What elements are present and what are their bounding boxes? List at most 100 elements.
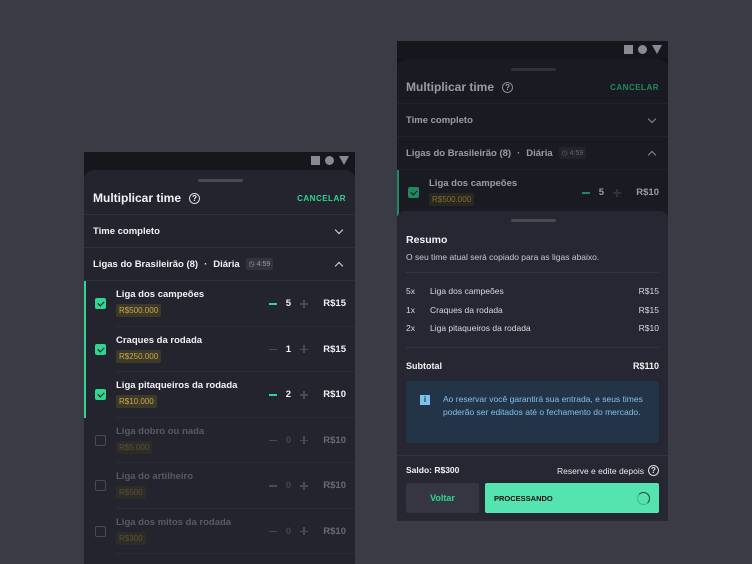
summary-item: 5x Liga dos campeões R$15: [406, 282, 659, 301]
league-row[interactable]: Liga pitaqueiros da rodada R$10.000 2 R$1…: [84, 372, 355, 418]
league-name: Liga do artilheiro: [116, 471, 194, 483]
league-name: Liga dos mitos da rodada: [116, 516, 232, 528]
chevron-down-icon: [334, 225, 344, 234]
league-price: R$10: [323, 389, 346, 401]
chevron-up-icon: [334, 261, 344, 270]
timer-value: 4:59: [256, 261, 271, 268]
item-qty: 2x: [406, 323, 415, 334]
league-name: Craques da rodada: [116, 334, 203, 346]
drag-handle[interactable]: [510, 219, 556, 222]
prize-badge: R$500: [116, 486, 146, 500]
period-label: Diária: [213, 258, 240, 270]
league-price: R$15: [323, 298, 346, 310]
plus-button[interactable]: [300, 527, 308, 536]
minus-icon: [581, 192, 590, 194]
checkbox[interactable]: [95, 298, 106, 310]
info-box: i Ao reservar você garantirá sua entrada,…: [406, 380, 659, 443]
prize-badge: R$5.000: [116, 440, 153, 454]
section-label: Time completo: [406, 114, 473, 126]
minus-button[interactable]: [268, 439, 277, 441]
league-row[interactable]: Liga dobro ou nada R$5.000 0 R$10: [84, 418, 355, 463]
quantity: 0: [285, 480, 291, 492]
section-ligas[interactable]: Ligas do Brasileirão (8) · Diária ◷ 4:59: [84, 248, 355, 281]
circle-icon: [638, 45, 647, 54]
plus-button[interactable]: [300, 481, 308, 490]
league-name: Liga dobro ou nada: [116, 425, 205, 437]
square-icon: [311, 156, 320, 165]
summary-description: O seu time atual será copiado para as li…: [406, 252, 659, 273]
summary-item: 1x Craques da rodada R$15: [406, 301, 659, 320]
section-ligas: Ligas do Brasileirão (8) · Diária ◷ 4:59: [397, 137, 668, 170]
league-name: Liga dos campeões: [429, 178, 518, 190]
help-icon: ?: [502, 81, 514, 93]
status-bar: [84, 152, 355, 170]
section-time-completo[interactable]: Time completo: [84, 215, 355, 248]
item-qty: 1x: [406, 304, 415, 315]
checkbox[interactable]: [95, 434, 106, 446]
summary-item: 2x Liga pitaqueiros da rodada R$10: [406, 319, 659, 338]
multiply-sheet: Multiplicar time? CANCELAR Time completo …: [84, 170, 355, 564]
prize-badge: R$250.000: [116, 349, 162, 363]
prize-badge: R$500.000: [429, 193, 475, 207]
subtotal-label: Subtotal: [406, 360, 442, 371]
drag-handle[interactable]: [197, 179, 243, 182]
minus-button[interactable]: [268, 348, 277, 350]
plus-button[interactable]: [300, 299, 308, 308]
quantity: 0: [285, 525, 291, 537]
league-row[interactable]: Craques da rodada R$250.000 1 R$15: [84, 326, 355, 372]
league-row[interactable]: Liga dos mitos da rodada R$300 0 R$10: [84, 509, 355, 554]
plus-button[interactable]: [300, 436, 308, 445]
league-row[interactable]: Liga do artilheiro R$500 0 R$10: [84, 463, 355, 509]
reserve-link[interactable]: Reserve e edite depois?: [557, 465, 659, 476]
phone-left: Multiplicar time? CANCELAR Time completo …: [84, 152, 355, 564]
balance: Saldo: R$300: [406, 465, 460, 475]
checkbox[interactable]: [95, 343, 106, 355]
quantity: 0: [285, 434, 291, 446]
league-name: Liga pitaqueiros da rodada: [116, 380, 238, 392]
league-group-label: Ligas do Brasileirão (8): [406, 147, 512, 159]
minus-button[interactable]: [268, 530, 277, 532]
plus-button[interactable]: [300, 390, 308, 399]
status-bar: [397, 41, 668, 59]
back-button[interactable]: Voltar: [406, 483, 479, 513]
plus-button[interactable]: [300, 345, 308, 354]
info-text: Ao reservar você garantirá sua entrada, …: [443, 393, 643, 417]
checkbox[interactable]: [95, 525, 106, 537]
item-qty: 5x: [406, 286, 415, 297]
triangle-icon: [652, 45, 662, 54]
prize-badge: R$500.000: [116, 304, 162, 318]
checkbox[interactable]: [95, 480, 106, 492]
quantity: 5: [598, 187, 604, 199]
section-label: Time completo: [93, 225, 160, 237]
chevron-up-icon: [647, 150, 657, 159]
league-row: Liga dos campeões R$500.000 5 R$10: [397, 170, 668, 216]
item-price: R$15: [638, 286, 659, 297]
item-price: R$15: [638, 304, 659, 315]
summary-title: Resumo: [406, 234, 448, 246]
sheet-title: Multiplicar time: [406, 80, 495, 94]
item-name: Craques da rodada: [430, 304, 503, 315]
minus-button[interactable]: [268, 394, 277, 396]
reserve-label: Reserve e edite depois: [557, 465, 644, 476]
info-icon: i: [420, 394, 430, 405]
square-icon: [624, 45, 633, 54]
processing-button[interactable]: PROCESSANDO: [485, 483, 659, 513]
league-price: R$10: [323, 525, 346, 537]
help-icon[interactable]: ?: [648, 465, 659, 476]
prize-badge: R$10.000: [116, 395, 157, 409]
checkbox: [408, 187, 419, 199]
league-name: Liga dos campeões: [116, 289, 205, 301]
league-price: R$10: [636, 187, 659, 199]
checkbox[interactable]: [95, 389, 106, 401]
minus-button[interactable]: [268, 303, 277, 305]
item-price: R$10: [638, 323, 659, 334]
league-row[interactable]: Liga dos campeões R$500.000 5 R$15: [84, 281, 355, 327]
minus-button[interactable]: [268, 485, 277, 487]
help-icon[interactable]: ?: [189, 192, 201, 204]
cancel-button[interactable]: CANCELAR: [297, 193, 346, 203]
summary-sheet: Resumo O seu time atual será copiado par…: [397, 211, 668, 521]
sheet-title: Multiplicar time: [93, 191, 182, 205]
timer-badge: ◷ 4:59: [558, 147, 587, 159]
league-group-label: Ligas do Brasileirão (8): [93, 258, 199, 270]
league-price: R$10: [323, 480, 346, 492]
